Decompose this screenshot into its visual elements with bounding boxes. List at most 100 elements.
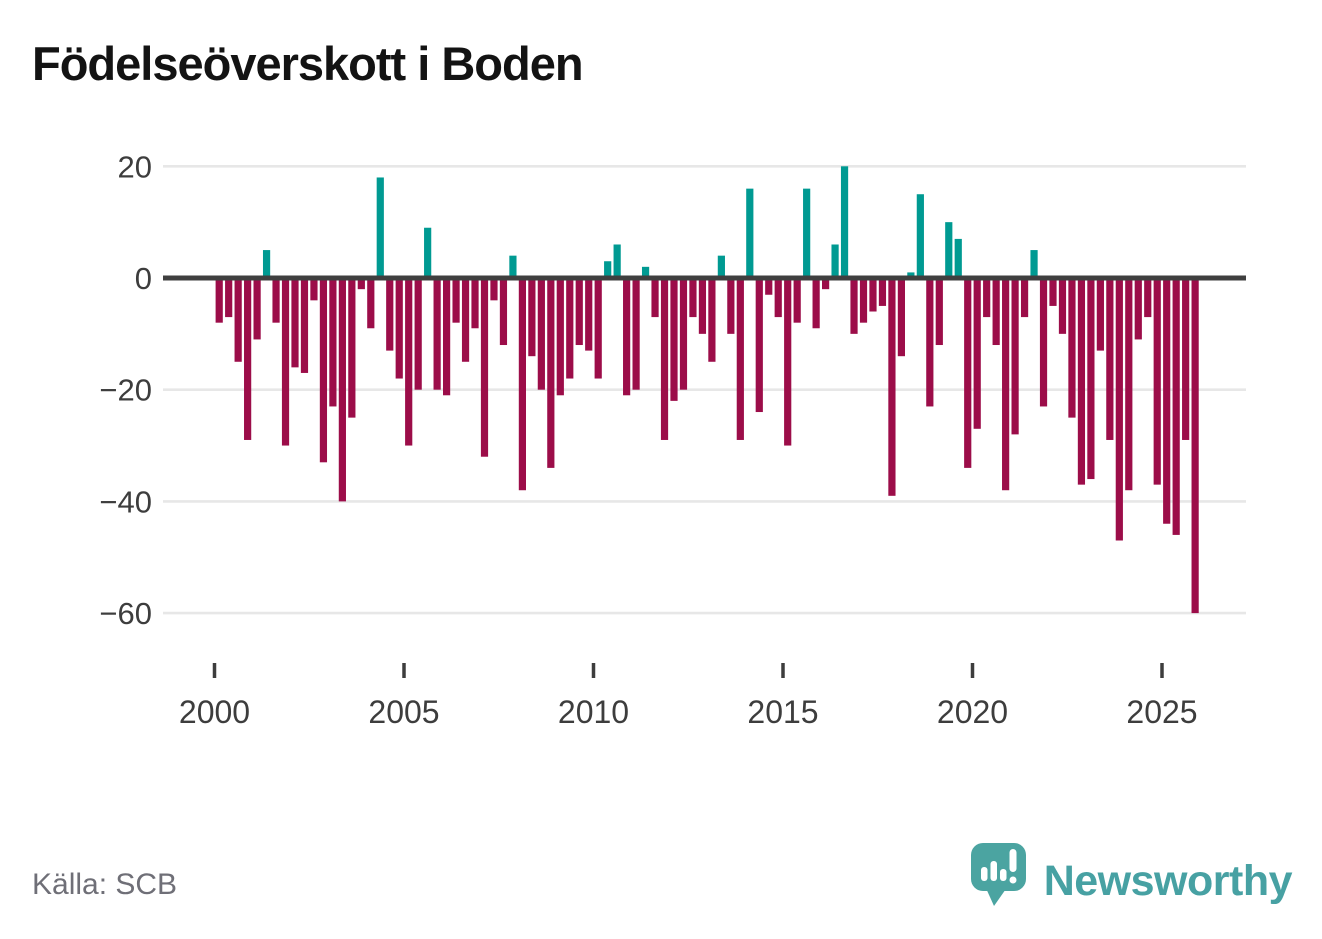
newsworthy-logo-icon [970, 843, 1026, 906]
bar-2016Q2 [831, 244, 839, 278]
bar-2012Q4 [698, 278, 707, 334]
bar-2000Q3 [234, 278, 242, 362]
y-axis-label: −40 [99, 484, 152, 519]
bar-2008Q2 [528, 278, 536, 357]
bar-2022Q3 [1068, 278, 1076, 418]
bar-2014Q3 [765, 278, 773, 295]
bar-2020Q4 [1002, 278, 1010, 491]
bar-2025Q3 [1182, 278, 1190, 440]
chart-title: Födelseöverskott i Boden [32, 37, 584, 90]
y-axis-label: −20 [99, 373, 152, 408]
bar-2004Q3 [386, 278, 394, 351]
bar-2007Q2 [490, 278, 498, 301]
bar-2013Q2 [717, 255, 725, 278]
bar-2007Q4 [509, 255, 517, 278]
bar-2022Q2 [1058, 278, 1067, 334]
bar-2022Q4 [1077, 278, 1086, 485]
bar-2016Q1 [822, 278, 830, 290]
bar-2017Q2 [869, 278, 877, 312]
bar-2021Q3 [1030, 250, 1038, 278]
bar-2025Q4 [1191, 278, 1199, 614]
bar-2002Q1 [291, 278, 299, 368]
bar-2025Q1 [1163, 278, 1171, 524]
bar-2012Q2 [679, 278, 688, 390]
x-axis-label: 2010 [558, 694, 629, 730]
bar-2005Q1 [405, 278, 413, 446]
x-axis-label: 2000 [179, 694, 250, 730]
bar-2025Q2 [1172, 278, 1180, 535]
bar-2009Q2 [566, 278, 574, 379]
bar-2005Q3 [424, 227, 432, 278]
bar-2013Q3 [727, 278, 735, 334]
bar-2001Q3 [272, 278, 280, 323]
bar-2017Q1 [859, 278, 868, 323]
bar-2007Q1 [480, 278, 489, 457]
bar-2019Q1 [935, 278, 943, 346]
bar-2008Q4 [547, 278, 555, 468]
bar-2011Q3 [651, 278, 659, 318]
bar-2006Q1 [443, 278, 451, 396]
bar-2001Q4 [281, 278, 290, 446]
bar-2005Q2 [414, 278, 422, 390]
bar-2010Q2 [604, 261, 612, 278]
bar-2016Q3 [840, 166, 849, 278]
bar-2020Q2 [983, 278, 991, 318]
bar-2009Q1 [556, 278, 564, 396]
bar-2000Q2 [225, 278, 233, 318]
bar-2024Q2 [1134, 278, 1142, 340]
bar-2024Q1 [1125, 278, 1133, 491]
bar-2000Q4 [244, 278, 252, 440]
y-axis-label: 20 [118, 149, 152, 184]
x-axis-label: 2020 [937, 694, 1008, 730]
bar-2015Q1 [784, 278, 792, 446]
bar-2018Q2 [907, 272, 915, 278]
bar-2006Q4 [471, 278, 479, 329]
source-note: Källa: SCB [32, 868, 178, 901]
bar-2009Q4 [585, 278, 593, 351]
bar-2006Q3 [461, 278, 470, 362]
bar-2009Q3 [575, 278, 583, 346]
x-axis-label: 2015 [747, 694, 818, 730]
bar-2024Q3 [1144, 278, 1152, 318]
bar-2002Q4 [319, 278, 328, 463]
bar-2014Q2 [755, 278, 763, 413]
bar-2010Q1 [594, 278, 602, 379]
bar-2010Q4 [623, 278, 631, 396]
bar-2005Q4 [433, 278, 441, 390]
bar-2017Q4 [888, 278, 896, 496]
bar-2007Q3 [499, 278, 508, 346]
bar-2023Q1 [1087, 278, 1095, 480]
bar-2023Q2 [1096, 278, 1104, 351]
x-axis-label: 2025 [1126, 694, 1197, 730]
bar-2017Q3 [878, 278, 887, 306]
bar-2001Q2 [262, 250, 271, 278]
bar-2019Q3 [954, 238, 962, 278]
bar-2021Q2 [1020, 278, 1029, 318]
bar-2011Q2 [641, 266, 650, 278]
birth-surplus-bar-chart: 20 0 −20 −40 −60 2000 2005 2010 2015 2020 2025 [99, 149, 1246, 730]
bar-2002Q2 [300, 278, 309, 373]
bar-2023Q3 [1106, 278, 1114, 440]
x-axis-label: 2005 [368, 694, 439, 730]
bar-2002Q3 [310, 278, 318, 301]
bar-2000Q1 [215, 278, 223, 323]
bar-2003Q1 [329, 278, 337, 407]
y-axis-label: 0 [135, 261, 152, 296]
bar-2011Q4 [660, 278, 669, 440]
bar-2018Q1 [897, 278, 905, 357]
bar-2020Q1 [973, 278, 981, 429]
bar-2008Q3 [537, 278, 545, 390]
bar-2011Q1 [632, 278, 640, 390]
bar-2013Q1 [708, 278, 716, 362]
bar-2010Q3 [613, 244, 621, 278]
bar-2003Q4 [357, 278, 365, 290]
bar-2018Q4 [926, 278, 934, 407]
bar-2014Q1 [746, 188, 754, 278]
newsworthy-wordmark: Newsworthy [1043, 856, 1293, 905]
bar-2004Q4 [395, 278, 403, 379]
bar-2012Q1 [670, 278, 678, 401]
bar-2003Q2 [338, 278, 346, 502]
bar-2019Q4 [964, 278, 972, 468]
bar-2024Q4 [1153, 278, 1161, 485]
